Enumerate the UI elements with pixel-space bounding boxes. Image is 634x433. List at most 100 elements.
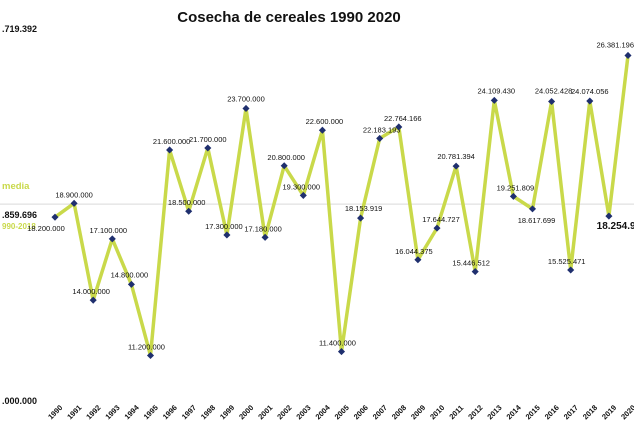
data-point-2003 xyxy=(299,191,307,199)
data-point-2000 xyxy=(242,104,250,112)
x-tick-1994: 1994 xyxy=(123,403,142,422)
x-tick-2013: 2013 xyxy=(485,403,503,421)
data-point-2019 xyxy=(605,212,613,220)
data-point-2004 xyxy=(318,126,326,134)
data-point-2001 xyxy=(261,233,269,241)
chart-title: Cosecha de cereales 1990 2020 xyxy=(177,9,401,26)
data-label-2018: 24.074.056 xyxy=(571,87,609,96)
data-point-2015 xyxy=(528,205,537,213)
data-label-1996: 21.600.000 xyxy=(153,137,191,146)
x-tick-2015: 2015 xyxy=(524,403,542,421)
data-label-1993: 17.100.000 xyxy=(90,226,128,235)
data-label-2020: 26.381.196 xyxy=(596,40,634,49)
x-tick-2018: 2018 xyxy=(581,403,599,421)
x-tick-2009: 2009 xyxy=(409,403,427,421)
data-point-2010 xyxy=(433,224,441,232)
data-point-2002 xyxy=(280,162,288,170)
data-point-2020 xyxy=(624,51,632,59)
x-axis-ticks: 1990 1991 1992 1993 1994 1995 1996 1997 1998 1999… xyxy=(46,403,634,422)
data-label-2012: 15.446.512 xyxy=(452,259,490,268)
x-tick-2016: 2016 xyxy=(543,403,561,421)
data-label-2004: 22.600.000 xyxy=(306,117,344,126)
x-tick-1996: 1996 xyxy=(161,403,179,421)
x-tick-2002: 2002 xyxy=(275,403,293,421)
x-tick-2007: 2007 xyxy=(371,403,389,421)
data-point-2011 xyxy=(452,162,460,170)
x-tick-2020: 2020 xyxy=(619,403,634,421)
data-point-1996 xyxy=(166,146,174,154)
data-label-2002: 20.800.000 xyxy=(267,153,305,162)
x-tick-2014: 2014 xyxy=(505,403,524,422)
x-tick-1992: 1992 xyxy=(84,403,102,421)
y-label-mean: .859.696 xyxy=(2,210,37,220)
data-label-2014: 19.251.809 xyxy=(497,183,535,192)
series-line xyxy=(53,55,630,358)
data-label-2017: 15.525.471 xyxy=(548,257,586,266)
data-point-2008 xyxy=(395,123,403,131)
x-tick-2010: 2010 xyxy=(428,403,446,421)
data-point-2007 xyxy=(376,134,384,142)
data-point-1990 xyxy=(51,213,59,221)
data-label-1991: 18.900.000 xyxy=(55,190,93,199)
data-point-1998 xyxy=(204,144,212,152)
x-tick-2017: 2017 xyxy=(562,403,580,421)
data-label-2006: 18.153.919 xyxy=(345,204,383,213)
x-tick-1991: 1991 xyxy=(65,403,83,421)
data-label-2016: 24.052.428 xyxy=(535,86,573,95)
data-point-2005 xyxy=(337,348,346,356)
data-label-1998: 21.700.000 xyxy=(189,135,227,144)
data-point-2009 xyxy=(414,256,422,264)
x-tick-2001: 2001 xyxy=(256,403,274,421)
x-tick-2004: 2004 xyxy=(314,403,333,422)
x-tick-1998: 1998 xyxy=(199,403,217,421)
data-label-2001: 17.180.000 xyxy=(244,224,282,233)
data-point-2013 xyxy=(490,96,498,104)
data-point-1999 xyxy=(223,231,231,239)
data-point-2018 xyxy=(586,97,594,105)
data-label-1997: 18.500.000 xyxy=(168,198,206,207)
data-point-1992 xyxy=(89,296,97,304)
x-tick-1997: 1997 xyxy=(180,403,198,421)
x-tick-1993: 1993 xyxy=(103,403,121,421)
x-tick-2005: 2005 xyxy=(333,403,351,421)
x-tick-1995: 1995 xyxy=(142,403,160,421)
x-tick-2008: 2008 xyxy=(390,403,408,421)
data-label-2015: 18.617.699 xyxy=(518,216,556,225)
data-label-2013: 24.109.430 xyxy=(478,86,516,95)
x-tick-2019: 2019 xyxy=(600,403,618,421)
data-label-1990: 18.200.000 xyxy=(27,224,65,233)
x-tick-2003: 2003 xyxy=(294,403,312,421)
data-point-2012 xyxy=(471,268,479,276)
data-point-1994 xyxy=(127,280,135,288)
data-label-2010: 17.644.727 xyxy=(422,215,460,224)
x-tick-2011: 2011 xyxy=(447,403,465,421)
y-label-bottom: .000.000 xyxy=(2,396,37,406)
y-label-top: .719.392 xyxy=(2,24,37,34)
mean-legend-label: media xyxy=(2,181,30,192)
data-label-2007: 22.183.193 xyxy=(363,125,401,134)
data-label-2003: 19.300.000 xyxy=(283,182,321,191)
data-point-1991 xyxy=(70,199,78,207)
data-label-2008: 22.764.166 xyxy=(384,114,422,123)
data-point-2016 xyxy=(548,97,556,106)
x-tick-2012: 2012 xyxy=(466,403,484,421)
data-label-2000: 23.700.000 xyxy=(227,94,265,103)
x-tick-1990: 1990 xyxy=(46,403,64,421)
data-label-1994: 14.800.000 xyxy=(111,270,149,279)
mean-legend-period: 990-2018 xyxy=(2,222,36,231)
data-point-2006 xyxy=(357,214,365,222)
x-tick-2000: 2000 xyxy=(237,403,255,421)
data-label-2009: 16.044.375 xyxy=(395,247,433,256)
data-point-2017 xyxy=(567,266,575,274)
data-label-2019: 18.254.92 xyxy=(597,221,634,232)
x-tick-2006: 2006 xyxy=(352,403,370,421)
data-label-2005: 11.400.000 xyxy=(319,339,356,348)
data-label-2011: 20.781.394 xyxy=(437,152,475,161)
data-point-1993 xyxy=(108,235,116,243)
data-label-1992: 14.000.000 xyxy=(72,287,110,296)
x-tick-1999: 1999 xyxy=(218,403,236,421)
data-label-1999: 17.300.000 xyxy=(205,222,243,231)
data-points: 18.200.000 18.900.000 14.000.000 17.100.000… xyxy=(27,40,634,360)
data-point-1997 xyxy=(185,207,193,215)
